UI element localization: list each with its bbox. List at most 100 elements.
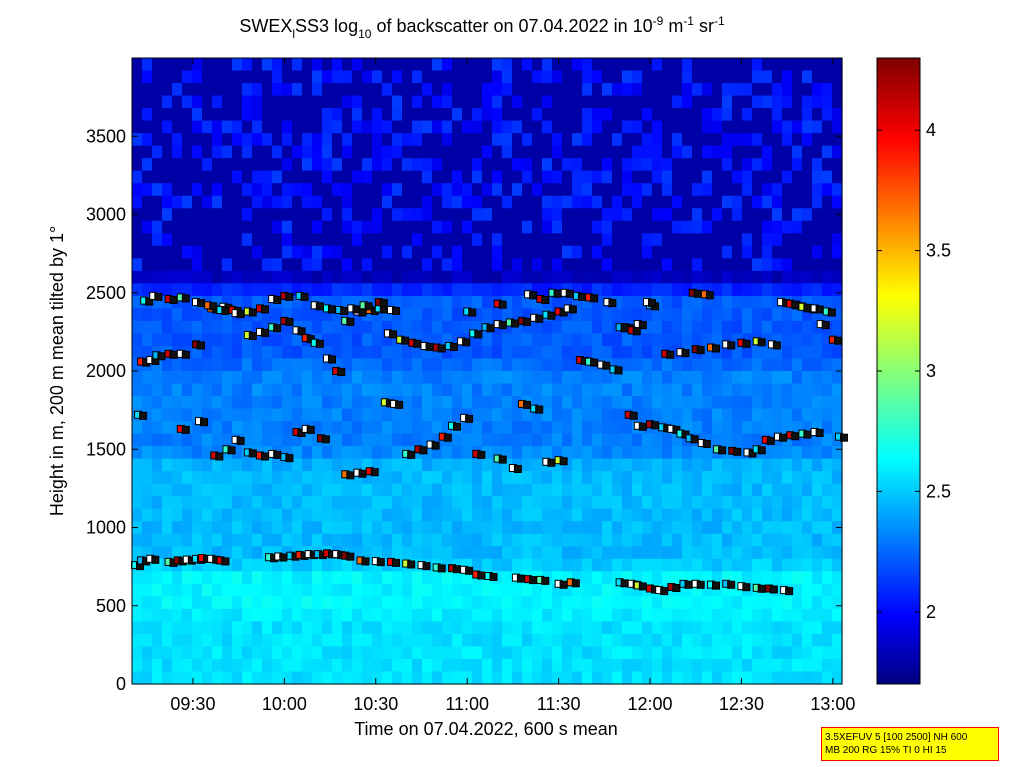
heatmap-cell [142, 371, 153, 385]
heatmap-cell [202, 521, 213, 535]
heatmap-cell [442, 583, 453, 597]
heatmap-cell [452, 596, 463, 610]
heatmap-cell [262, 546, 273, 560]
heatmap-cell [462, 95, 473, 109]
heatmap-cell [652, 70, 663, 84]
heatmap-cell [782, 671, 793, 685]
heatmap-cell [612, 658, 623, 673]
heatmap-cell [282, 521, 293, 535]
cloud-marker-layer-3 [602, 361, 611, 370]
heatmap-cell [692, 658, 703, 673]
heatmap-cell [192, 170, 203, 184]
heatmap-cell [552, 521, 563, 535]
heatmap-cell [242, 70, 253, 84]
heatmap-cell [592, 408, 603, 422]
cloud-marker-layer-2 [306, 425, 315, 434]
heatmap-cell [822, 633, 833, 648]
heatmap-cell [582, 621, 593, 635]
heatmap-cell [562, 646, 573, 660]
heatmap-cell [332, 258, 343, 272]
heatmap-cell [672, 671, 683, 685]
heatmap-cell [492, 496, 503, 510]
heatmap-cell [352, 245, 363, 259]
heatmap-cell [712, 471, 723, 485]
heatmap-cell [152, 58, 163, 72]
heatmap-cell [162, 533, 173, 547]
heatmap-cell [572, 533, 583, 547]
heatmap-cell [182, 170, 193, 184]
heatmap-cell [662, 621, 673, 635]
heatmap-cell [402, 345, 413, 360]
heatmap-cell [462, 633, 473, 648]
heatmap-cell [282, 158, 293, 172]
heatmap-cell [252, 308, 263, 322]
heatmap-cell [742, 483, 753, 497]
heatmap-cell [232, 233, 243, 247]
heatmap-cell [132, 471, 143, 485]
heatmap-cell [322, 408, 333, 422]
heatmap-cell [562, 583, 573, 597]
heatmap-cell [472, 120, 483, 134]
heatmap-cell [612, 571, 623, 585]
heatmap-cell [482, 233, 493, 247]
heatmap-cell [532, 158, 543, 172]
heatmap-cell [722, 446, 733, 460]
heatmap-cell [672, 433, 683, 447]
heatmap-cell [292, 621, 303, 635]
heatmap-cell [802, 533, 813, 547]
heatmap-cell [152, 508, 163, 522]
heatmap-cell [602, 633, 613, 648]
heatmap-cell [232, 533, 243, 547]
heatmap-cell [222, 358, 233, 372]
heatmap-cell [742, 358, 753, 372]
heatmap-cell [792, 70, 803, 84]
heatmap-cell [792, 596, 803, 610]
heatmap-cell [612, 245, 623, 259]
heatmap-cell [372, 158, 383, 172]
heatmap-cell [322, 571, 333, 585]
heatmap-cell [692, 83, 703, 97]
heatmap-cell [822, 270, 833, 284]
heatmap-cell [512, 396, 523, 410]
heatmap-cell [512, 646, 523, 660]
heatmap-cell [522, 583, 533, 597]
heatmap-cell [492, 383, 503, 397]
heatmap-cell [142, 208, 153, 222]
heatmap-cell [532, 508, 543, 522]
heatmap-cell [792, 383, 803, 397]
heatmap-cell [652, 658, 663, 673]
heatmap-cell [292, 183, 303, 197]
heatmap-cell [622, 358, 633, 372]
heatmap-cell [452, 621, 463, 635]
heatmap-cell [142, 308, 153, 322]
heatmap-cell [322, 671, 333, 685]
cloud-marker-layer-4 [632, 327, 641, 336]
heatmap-cell [672, 371, 683, 385]
cloud-marker-layer-2 [236, 436, 245, 445]
heatmap-cell [312, 108, 323, 122]
heatmap-cell [742, 208, 753, 222]
heatmap-cell [542, 58, 553, 72]
heatmap-cell [772, 70, 783, 84]
heatmap-cell [802, 383, 813, 397]
heatmap-cell [582, 120, 593, 134]
heatmap-cell [622, 283, 633, 297]
heatmap-cell [452, 521, 463, 535]
heatmap-cell [162, 596, 173, 610]
heatmap-cell [152, 158, 163, 172]
heatmap-cell [612, 208, 623, 222]
heatmap-cell [392, 421, 403, 435]
heatmap-cell [552, 208, 563, 222]
heatmap-cell [272, 433, 283, 447]
heatmap-cell [752, 270, 763, 284]
heatmap-cell [582, 521, 593, 535]
heatmap-cell [422, 421, 433, 435]
heatmap-cell [132, 421, 143, 435]
heatmap-cell [412, 233, 423, 247]
cloud-marker-layer-3 [285, 317, 294, 326]
cloud-marker-layer-3 [297, 327, 306, 336]
heatmap-cell [512, 208, 523, 222]
heatmap-cell [162, 245, 173, 259]
heatmap-cell [512, 408, 523, 422]
heatmap-cell [162, 458, 173, 472]
